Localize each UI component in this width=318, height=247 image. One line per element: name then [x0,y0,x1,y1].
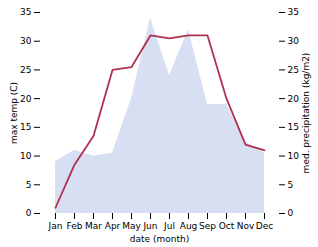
svg-text:date (month): date (month) [130,234,189,244]
svg-text:Jul: Jul [163,221,175,231]
svg-text:30: 30 [288,36,300,46]
svg-text:5: 5 [26,180,32,190]
svg-text:35: 35 [288,7,299,17]
svg-text:Aug: Aug [180,221,198,231]
svg-text:max temp (C): max temp (C) [9,82,19,144]
svg-text:Jun: Jun [142,221,157,231]
svg-text:30: 30 [20,36,32,46]
svg-text:25: 25 [288,65,299,75]
svg-text:25: 25 [20,65,31,75]
svg-text:Sep: Sep [199,221,216,231]
svg-text:Feb: Feb [67,221,83,231]
svg-text:0: 0 [288,208,294,218]
svg-text:0: 0 [26,208,32,218]
svg-text:15: 15 [20,122,31,132]
svg-text:med. precipitation (kg/m2): med. precipitation (kg/m2) [301,53,311,174]
svg-text:Dec: Dec [256,221,273,231]
svg-text:Apr: Apr [105,221,121,231]
svg-text:20: 20 [20,94,32,104]
svg-text:10: 10 [20,151,32,161]
svg-text:Oct: Oct [219,221,235,231]
svg-text:Jan: Jan [48,221,63,231]
svg-text:Nov: Nov [237,221,255,231]
svg-text:5: 5 [288,180,294,190]
svg-text:20: 20 [288,94,300,104]
svg-text:Mar: Mar [85,221,102,231]
svg-text:10: 10 [288,151,300,161]
svg-text:35: 35 [20,7,31,17]
svg-text:15: 15 [288,122,299,132]
svg-text:May: May [122,221,141,231]
